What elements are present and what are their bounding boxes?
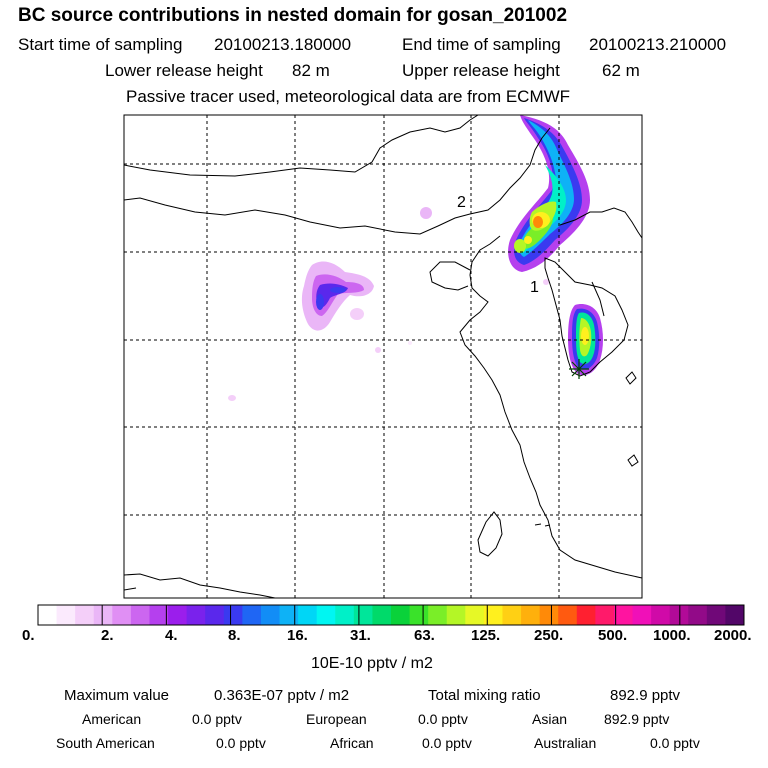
colorbar-cell [316, 605, 336, 625]
colorbar-cell [706, 605, 726, 625]
colorbar-tick: 125. [471, 627, 501, 644]
colorbar-tick: 4. [165, 627, 178, 644]
region-name: Asian [532, 711, 568, 727]
colorbar-cell [279, 605, 299, 625]
colorbar-cell [725, 605, 745, 625]
colorbar-tick: 250. [534, 627, 564, 644]
colorbar-cell [335, 605, 355, 625]
upper-height-value: 62 m [602, 61, 640, 80]
plume-northeast [508, 115, 590, 272]
colorbar-cell [242, 605, 262, 625]
end-time-label: End time of sampling [402, 35, 561, 54]
colorbar-cell [632, 605, 652, 625]
lower-height-value: 82 m [292, 61, 330, 80]
start-time-label: Start time of sampling [18, 35, 183, 54]
region-name: European [306, 711, 367, 727]
colorbar-tick: 1000. [653, 627, 691, 644]
colorbar-tick: 2. [101, 627, 114, 644]
region-value: 892.9 pptv [604, 711, 670, 727]
colorbar-cell [56, 605, 76, 625]
colorbar-cell [353, 605, 373, 625]
total-mixing-value: 892.9 pptv [610, 687, 681, 704]
colorbar-cell [651, 605, 671, 625]
region-value: 0.0 pptv [422, 735, 472, 751]
colorbar-cell [409, 605, 429, 625]
colorbar-cell [465, 605, 485, 625]
region-value: 0.0 pptv [192, 711, 242, 727]
colorbar-cell [595, 605, 615, 625]
colorbar-cell [502, 605, 522, 625]
colorbar-cell [613, 605, 634, 625]
start-time-value: 20100213.180000 [214, 35, 352, 54]
colorbar-cell [186, 605, 206, 625]
plume-korea [568, 304, 603, 376]
map-title: BC source contributions in nested domain… [18, 5, 568, 26]
region-name: South American [56, 735, 155, 751]
tracer-note: Passive tracer used, meteorological data… [126, 87, 571, 106]
coastlines [124, 115, 642, 598]
region-name: Australian [534, 735, 597, 751]
colorbar-tick: 500. [598, 627, 628, 644]
end-time-value: 20100213.210000 [589, 35, 727, 54]
colorbar-tick: 2000. [714, 627, 752, 644]
colorbar-cell [669, 605, 689, 625]
colorbar-tick: 0. [22, 627, 35, 644]
colorbar-cell [112, 605, 132, 625]
colorbar-unit: 10E-10 pptv / m2 [311, 655, 433, 672]
colorbar-cell [521, 605, 541, 625]
max-value: 0.363E-07 pptv / m2 [214, 687, 350, 704]
total-mixing-label: Total mixing ratio [428, 687, 541, 704]
region-value: 0.0 pptv [650, 735, 700, 751]
lower-height-label: Lower release height [105, 61, 263, 80]
colorbar-cell [372, 605, 392, 625]
region-name: American [82, 711, 142, 727]
colorbar-cell [75, 605, 95, 625]
colorbar-cell [483, 605, 503, 625]
upper-height-label: Upper release height [402, 61, 560, 80]
colorbar-cells [37, 604, 745, 626]
colorbar-cell [298, 605, 318, 625]
colorbar-cell [688, 605, 708, 625]
colorbar-cell [576, 605, 596, 625]
colorbar-cell [446, 605, 466, 625]
colorbar-cell [391, 605, 411, 625]
receptor-icon [569, 359, 589, 379]
lat-lon-grid [124, 115, 642, 598]
plume-inland [228, 207, 549, 401]
colorbar-cell [223, 605, 243, 625]
colorbar-tick: 31. [350, 627, 371, 644]
colorbar-cell [260, 605, 281, 625]
colorbar-cell [93, 605, 113, 625]
colorbar-cell [428, 605, 448, 625]
colorbar-cell [38, 605, 58, 625]
region-value: 0.0 pptv [418, 711, 468, 727]
marker-1: 1 [530, 279, 539, 296]
max-value-label: Maximum value [64, 687, 170, 704]
region-name: African [330, 735, 374, 751]
colorbar-tick: 8. [228, 627, 241, 644]
colorbar-tick: 63. [414, 627, 435, 644]
colorbar-cell [205, 605, 225, 625]
colorbar-cell [539, 605, 559, 625]
colorbar-cell [130, 605, 150, 625]
region-value: 0.0 pptv [216, 735, 266, 751]
colorbar-ticks [101, 605, 681, 625]
colorbar-cell [149, 605, 169, 625]
colorbar-cell [168, 605, 188, 625]
marker-2: 2 [457, 194, 466, 211]
colorbar-tick: 16. [287, 627, 308, 644]
map-border [123, 114, 643, 599]
colorbar-frame [37, 604, 745, 626]
colorbar-cell [558, 605, 578, 625]
